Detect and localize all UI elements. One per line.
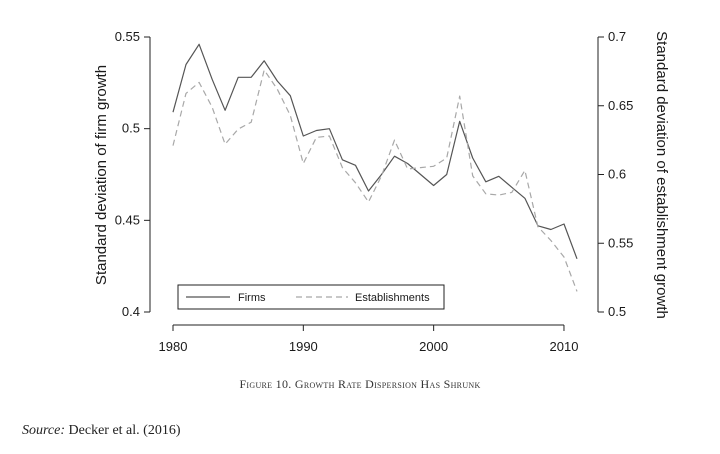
- chart-axes: 0.4 0.45 0.5 0.55 0.5 0.55 0.6 0.65 0.7 1980 1990 2…: [93, 29, 670, 354]
- figure-caption: Figure 10. Growth Rate Dispersion Has Sh…: [239, 377, 481, 391]
- right-y-tick-label: 0.6: [608, 167, 626, 182]
- x-tick-label: 1990: [289, 339, 318, 354]
- right-y-tick-label: 0.5: [608, 304, 626, 319]
- left-y-tick-label: 0.4: [122, 304, 140, 319]
- x-tick-label: 2010: [550, 339, 579, 354]
- dual-axis-line-chart: 0.4 0.45 0.5 0.55 0.5 0.55 0.6 0.65 0.7 1980 1990 2…: [93, 29, 670, 354]
- legend-label-firms: Firms: [238, 292, 266, 304]
- source-text: Decker et al. (2016): [68, 423, 181, 438]
- left-y-tick-label: 0.45: [115, 212, 140, 227]
- right-y-tick-label: 0.55: [608, 235, 633, 250]
- chart-marks: [172, 43, 578, 292]
- source-label: Source:: [22, 423, 66, 438]
- left-y-axis-title: Standard deviation of firm growth: [93, 65, 110, 285]
- left-y-tick-label: 0.5: [122, 121, 140, 136]
- right-y-axis-title: Standard deviation of establishment grow…: [653, 31, 670, 319]
- legend-box: [177, 284, 445, 310]
- x-tick-label: 2000: [419, 339, 448, 354]
- firms-series-line: [172, 43, 578, 260]
- left-y-tick-label: 0.55: [115, 29, 140, 44]
- chart-legend: Firms Establishments: [177, 284, 445, 310]
- right-y-tick-label: 0.7: [608, 29, 626, 44]
- x-tick-label: 1980: [159, 339, 188, 354]
- establishments-series-line: [172, 69, 578, 292]
- right-y-tick-label: 0.65: [608, 98, 633, 113]
- legend-label-establishments: Establishments: [355, 292, 430, 304]
- source-note: Source: Decker et al. (2016): [22, 423, 180, 439]
